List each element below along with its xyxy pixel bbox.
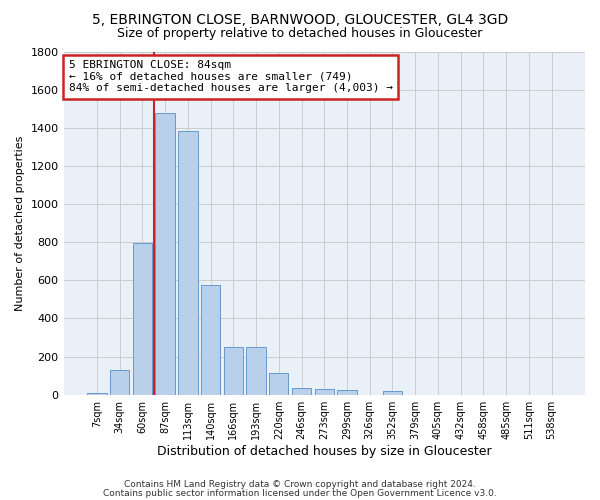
Bar <box>201 285 220 395</box>
Bar <box>155 112 175 394</box>
Text: Contains HM Land Registry data © Crown copyright and database right 2024.: Contains HM Land Registry data © Crown c… <box>124 480 476 489</box>
X-axis label: Distribution of detached houses by size in Gloucester: Distribution of detached houses by size … <box>157 444 491 458</box>
Bar <box>314 389 334 394</box>
Text: 5, EBRINGTON CLOSE, BARNWOOD, GLOUCESTER, GL4 3GD: 5, EBRINGTON CLOSE, BARNWOOD, GLOUCESTER… <box>92 12 508 26</box>
Bar <box>337 390 356 394</box>
Text: Contains public sector information licensed under the Open Government Licence v3: Contains public sector information licen… <box>103 489 497 498</box>
Bar <box>247 347 266 395</box>
Bar <box>133 243 152 394</box>
Bar <box>292 388 311 394</box>
Bar <box>383 391 402 394</box>
Y-axis label: Number of detached properties: Number of detached properties <box>15 136 25 311</box>
Bar <box>269 373 289 394</box>
Bar <box>178 130 197 394</box>
Bar <box>110 370 130 394</box>
Bar <box>224 347 243 395</box>
Text: 5 EBRINGTON CLOSE: 84sqm
← 16% of detached houses are smaller (749)
84% of semi-: 5 EBRINGTON CLOSE: 84sqm ← 16% of detach… <box>69 60 393 94</box>
Bar <box>87 393 107 394</box>
Text: Size of property relative to detached houses in Gloucester: Size of property relative to detached ho… <box>118 28 482 40</box>
